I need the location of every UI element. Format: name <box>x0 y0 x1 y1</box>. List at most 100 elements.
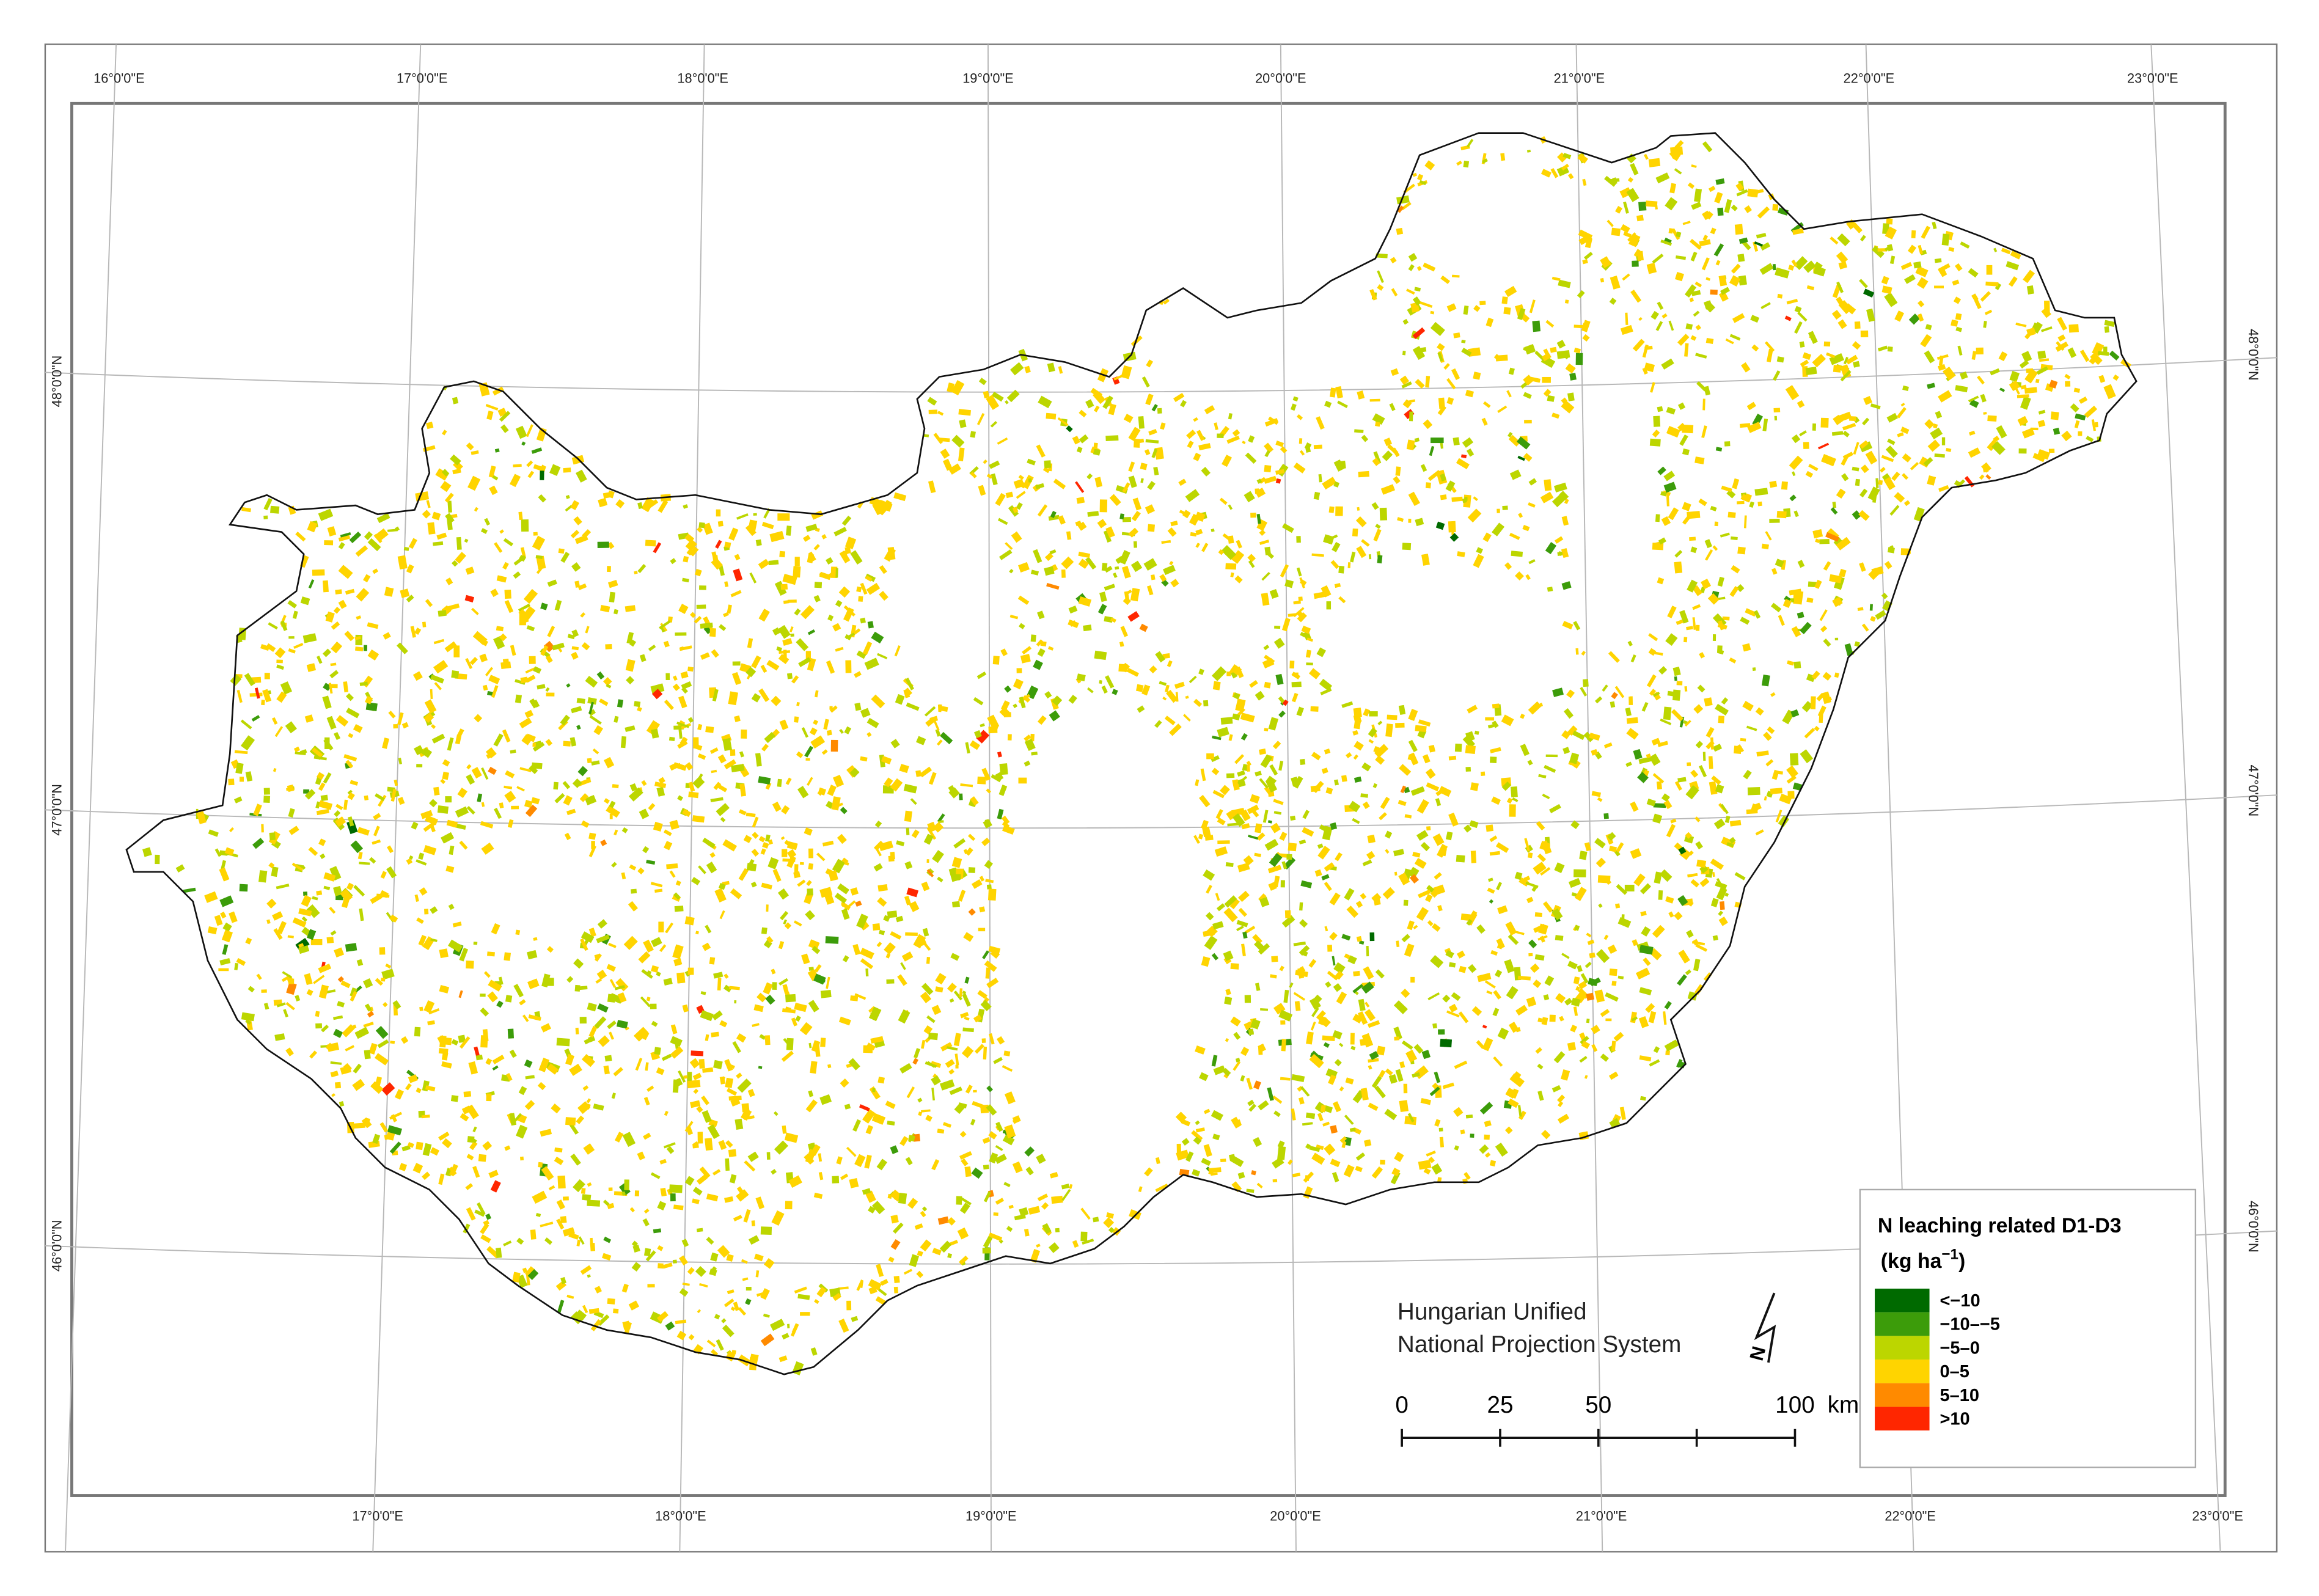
land-patch <box>484 518 491 526</box>
land-patch <box>841 908 850 920</box>
land-patch <box>651 937 662 948</box>
land-patch <box>760 848 766 855</box>
land-patch <box>647 1284 655 1288</box>
land-patch <box>1721 697 1729 705</box>
land-patch <box>609 1031 614 1040</box>
land-patch <box>1657 741 1668 747</box>
land-patch <box>934 720 940 731</box>
land-patch <box>669 870 676 878</box>
land-patch <box>1562 621 1573 630</box>
land-patch <box>1105 526 1115 538</box>
land-patch <box>876 1264 884 1277</box>
land-patch <box>331 641 343 654</box>
land-patch <box>752 1023 760 1027</box>
land-patch <box>322 695 332 709</box>
land-patch <box>1189 675 1197 684</box>
land-patch <box>1622 273 1630 281</box>
land-patch <box>1391 288 1398 297</box>
land-patch <box>1657 406 1663 412</box>
land-patch <box>1382 450 1393 461</box>
land-patch <box>1571 997 1581 1007</box>
land-patch <box>1350 1045 1356 1050</box>
land-patch <box>699 1166 711 1179</box>
land-patch <box>980 1104 989 1114</box>
land-patch <box>298 908 312 917</box>
land-patch <box>1674 561 1683 574</box>
land-patch <box>2020 396 2031 410</box>
land-patch <box>1543 994 1550 1001</box>
land-patch <box>515 679 526 685</box>
land-patch <box>1106 1212 1115 1219</box>
land-patch <box>288 978 295 984</box>
land-patch <box>2094 422 2098 428</box>
land-patch <box>1628 696 1633 705</box>
land-patch <box>1294 1001 1301 1011</box>
land-patch <box>1132 497 1142 511</box>
land-patch <box>1508 1098 1519 1108</box>
land-patch <box>807 888 813 896</box>
land-patch <box>1061 569 1066 578</box>
land-patch <box>615 499 625 508</box>
land-patch <box>401 1144 411 1152</box>
land-patch <box>312 569 325 576</box>
land-patch <box>948 463 961 475</box>
land-patch <box>1493 990 1501 1000</box>
land-patch <box>1003 1050 1011 1056</box>
land-patch <box>380 871 387 879</box>
land-patch <box>607 1020 617 1030</box>
land-patch <box>1564 998 1573 1006</box>
land-patch <box>1324 1143 1336 1155</box>
land-patch <box>594 1016 607 1029</box>
land-patch <box>1397 205 1404 213</box>
land-patch <box>414 894 419 902</box>
land-patch <box>1694 816 1701 822</box>
land-patch <box>607 579 618 588</box>
land-patch <box>840 1173 849 1181</box>
land-patch <box>1718 916 1728 926</box>
land-patch <box>1193 1137 1202 1145</box>
land-patch <box>1329 932 1338 941</box>
land-patch <box>1405 1049 1418 1063</box>
land-patch <box>1724 892 1729 897</box>
land-patch <box>280 620 288 631</box>
land-patch <box>1394 1151 1404 1162</box>
land-patch <box>727 1289 735 1295</box>
land-patch <box>1372 413 1385 425</box>
land-patch <box>1832 596 1843 607</box>
land-patch <box>1503 307 1511 315</box>
land-patch <box>1012 1115 1021 1124</box>
land-patch <box>912 1133 921 1142</box>
land-patch <box>692 1198 700 1204</box>
land-patch <box>2044 301 2050 315</box>
land-patch <box>1291 1108 1296 1121</box>
land-patch <box>656 1067 665 1075</box>
land-patch <box>261 700 265 706</box>
land-patch <box>364 1050 371 1060</box>
land-patch <box>1522 524 1530 532</box>
bottom-label: 20°0'0"E <box>1270 1509 1321 1524</box>
legend-swatch <box>1875 1407 1930 1431</box>
land-patch <box>285 1002 295 1011</box>
land-patch <box>1099 679 1102 684</box>
land-patch <box>782 1125 787 1134</box>
land-patch <box>1677 895 1688 906</box>
graticule-labels: 16°0'0"E 17°0'0"E 18°0'0"E 19°0'0"E 20°0'0"E… <box>49 70 2261 1523</box>
land-patch <box>841 515 852 526</box>
land-patch <box>570 1153 581 1166</box>
land-patch <box>367 622 379 629</box>
land-patch <box>1558 1101 1564 1108</box>
land-patch <box>659 944 667 953</box>
land-patch <box>1408 709 1418 722</box>
land-patch <box>687 1072 692 1082</box>
land-patch <box>1248 1104 1256 1112</box>
land-patch <box>1094 477 1103 488</box>
land-patch <box>1046 583 1060 590</box>
land-patch <box>1279 832 1288 841</box>
land-patch <box>707 1124 720 1140</box>
land-patch <box>527 470 535 478</box>
land-patch <box>1691 940 1705 946</box>
land-patch <box>1511 551 1523 557</box>
land-patch <box>1923 457 1933 467</box>
land-patch <box>1910 462 1919 470</box>
land-patch <box>926 827 937 840</box>
